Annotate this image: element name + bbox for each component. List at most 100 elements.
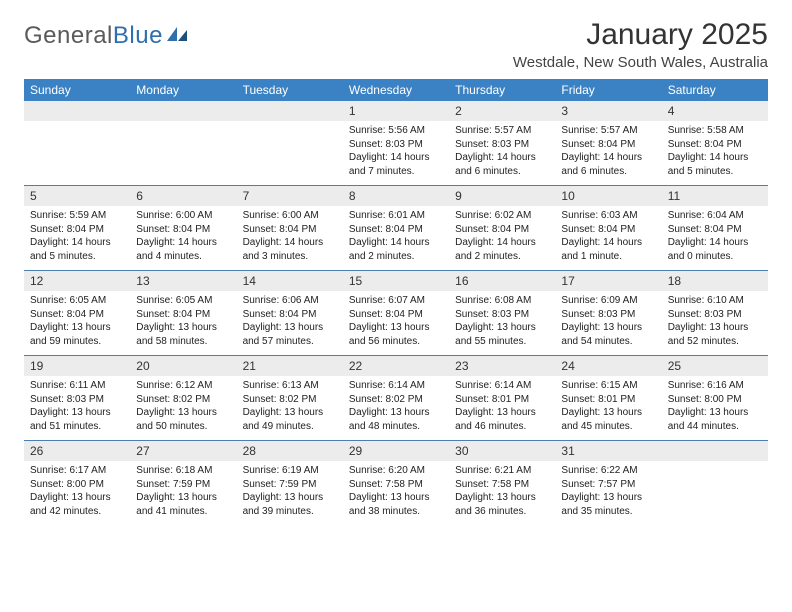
calendar-cell: . bbox=[237, 101, 343, 185]
calendar-cell: 29 Sunrise: 6:20 AMSunset: 7:58 PMDayligh… bbox=[343, 441, 449, 525]
daylight-line: Daylight: 13 hours and 36 minutes. bbox=[455, 491, 549, 518]
calendar-cell: 31 Sunrise: 6:22 AMSunset: 7:57 PMDayligh… bbox=[555, 441, 661, 525]
day-number: 3 bbox=[555, 101, 661, 121]
daylight-line: Daylight: 13 hours and 52 minutes. bbox=[668, 321, 762, 348]
daylight-line: Daylight: 13 hours and 58 minutes. bbox=[136, 321, 230, 348]
sunrise-line: Sunrise: 6:04 AM bbox=[668, 209, 762, 223]
sunrise-line: Sunrise: 6:14 AM bbox=[455, 379, 549, 393]
day-header: Tuesday bbox=[237, 79, 343, 101]
sunrise-line: Sunrise: 6:08 AM bbox=[455, 294, 549, 308]
calendar-cell: 27Sunrise: 6:18 AMSunset: 7:59 PMDayligh… bbox=[130, 441, 236, 525]
calendar-cell: 14 Sunrise: 6:06 AMSunset: 8:04 PMDayligh… bbox=[237, 271, 343, 355]
calendar-cell: . bbox=[662, 441, 768, 525]
sunrise-line: Sunrise: 5:59 AM bbox=[30, 209, 124, 223]
sunrise-line: Sunrise: 6:20 AM bbox=[349, 464, 443, 478]
calendar-cell: 2Sunrise: 5:57 AMSunset: 8:03 PMDaylight… bbox=[449, 101, 555, 185]
calendar-cell: 22 Sunrise: 6:14 AMSunset: 8:02 PMDayligh… bbox=[343, 356, 449, 440]
sunrise-line: Sunrise: 6:13 AM bbox=[243, 379, 337, 393]
day-number: 25 bbox=[662, 356, 768, 376]
sunset-line: Sunset: 8:03 PM bbox=[561, 308, 655, 322]
sunset-line: Sunset: 8:04 PM bbox=[30, 308, 124, 322]
cell-body: Sunrise: 6:11 AMSunset: 8:03 PMDaylight:… bbox=[24, 379, 130, 433]
sunset-line: Sunset: 8:03 PM bbox=[455, 138, 549, 152]
day-number: 9 bbox=[449, 186, 555, 206]
daylight-line: Daylight: 14 hours and 2 minutes. bbox=[455, 236, 549, 263]
week-row: 26Sunrise: 6:17 AMSunset: 8:00 PMDayligh… bbox=[24, 440, 768, 525]
calendar-cell: 1Sunrise: 5:56 AMSunset: 8:03 PMDaylight… bbox=[343, 101, 449, 185]
sunset-line: Sunset: 8:04 PM bbox=[243, 308, 337, 322]
day-headers-row: SundayMondayTuesdayWednesdayThursdayFrid… bbox=[24, 79, 768, 101]
sunrise-line: Sunrise: 6:21 AM bbox=[455, 464, 549, 478]
cell-body: Sunrise: 6:20 AMSunset: 7:58 PMDaylight:… bbox=[343, 464, 449, 518]
day-number: 4 bbox=[662, 101, 768, 121]
calendar-cell: 23Sunrise: 6:14 AMSunset: 8:01 PMDayligh… bbox=[449, 356, 555, 440]
calendar-cell: 20Sunrise: 6:12 AMSunset: 8:02 PMDayligh… bbox=[130, 356, 236, 440]
weeks-container: ...1Sunrise: 5:56 AMSunset: 8:03 PMDayli… bbox=[24, 101, 768, 525]
sunset-line: Sunset: 8:03 PM bbox=[349, 138, 443, 152]
day-number: 31 bbox=[555, 441, 661, 461]
daylight-line: Daylight: 13 hours and 46 minutes. bbox=[455, 406, 549, 433]
sunset-line: Sunset: 7:58 PM bbox=[349, 478, 443, 492]
sunset-line: Sunset: 8:04 PM bbox=[561, 223, 655, 237]
cell-body: Sunrise: 5:56 AMSunset: 8:03 PMDaylight:… bbox=[343, 124, 449, 178]
day-number: 15 bbox=[343, 271, 449, 291]
sunrise-line: Sunrise: 6:14 AM bbox=[349, 379, 443, 393]
sunset-line: Sunset: 8:03 PM bbox=[30, 393, 124, 407]
sunrise-line: Sunrise: 6:15 AM bbox=[561, 379, 655, 393]
daylight-line: Daylight: 13 hours and 57 minutes. bbox=[243, 321, 337, 348]
cell-body: Sunrise: 6:14 AMSunset: 8:02 PMDaylight:… bbox=[343, 379, 449, 433]
calendar-cell: 10Sunrise: 6:03 AMSunset: 8:04 PMDayligh… bbox=[555, 186, 661, 270]
day-number: . bbox=[24, 101, 130, 121]
daylight-line: Daylight: 14 hours and 4 minutes. bbox=[136, 236, 230, 263]
sunrise-line: Sunrise: 6:10 AM bbox=[668, 294, 762, 308]
cell-body: Sunrise: 6:21 AMSunset: 7:58 PMDaylight:… bbox=[449, 464, 555, 518]
cell-body: Sunrise: 6:00 AMSunset: 8:04 PMDaylight:… bbox=[237, 209, 343, 263]
sunset-line: Sunset: 8:04 PM bbox=[30, 223, 124, 237]
cell-body: Sunrise: 6:09 AMSunset: 8:03 PMDaylight:… bbox=[555, 294, 661, 348]
cell-body: Sunrise: 6:13 AMSunset: 8:02 PMDaylight:… bbox=[237, 379, 343, 433]
day-number: 6 bbox=[130, 186, 236, 206]
sunrise-line: Sunrise: 6:16 AM bbox=[668, 379, 762, 393]
day-number: 8 bbox=[343, 186, 449, 206]
daylight-line: Daylight: 13 hours and 44 minutes. bbox=[668, 406, 762, 433]
cell-body: Sunrise: 6:10 AMSunset: 8:03 PMDaylight:… bbox=[662, 294, 768, 348]
cell-body: Sunrise: 6:00 AMSunset: 8:04 PMDaylight:… bbox=[130, 209, 236, 263]
calendar-cell: 21Sunrise: 6:13 AMSunset: 8:02 PMDayligh… bbox=[237, 356, 343, 440]
calendar-cell: 17Sunrise: 6:09 AMSunset: 8:03 PMDayligh… bbox=[555, 271, 661, 355]
sunrise-line: Sunrise: 6:06 AM bbox=[243, 294, 337, 308]
calendar-cell: 13Sunrise: 6:05 AMSunset: 8:04 PMDayligh… bbox=[130, 271, 236, 355]
cell-body: Sunrise: 5:57 AMSunset: 8:04 PMDaylight:… bbox=[555, 124, 661, 178]
daylight-line: Daylight: 13 hours and 48 minutes. bbox=[349, 406, 443, 433]
cell-body: Sunrise: 6:08 AMSunset: 8:03 PMDaylight:… bbox=[449, 294, 555, 348]
daylight-line: Daylight: 13 hours and 51 minutes. bbox=[30, 406, 124, 433]
day-number: 28 bbox=[237, 441, 343, 461]
sunrise-line: Sunrise: 6:00 AM bbox=[243, 209, 337, 223]
sunset-line: Sunset: 8:04 PM bbox=[243, 223, 337, 237]
day-number: 16 bbox=[449, 271, 555, 291]
cell-body: Sunrise: 6:16 AMSunset: 8:00 PMDaylight:… bbox=[662, 379, 768, 433]
day-number: 18 bbox=[662, 271, 768, 291]
sunset-line: Sunset: 8:00 PM bbox=[30, 478, 124, 492]
cell-body: Sunrise: 6:22 AMSunset: 7:57 PMDaylight:… bbox=[555, 464, 661, 518]
sunrise-line: Sunrise: 6:00 AM bbox=[136, 209, 230, 223]
sunset-line: Sunset: 8:04 PM bbox=[668, 138, 762, 152]
daylight-line: Daylight: 14 hours and 5 minutes. bbox=[668, 151, 762, 178]
cell-body: Sunrise: 6:19 AMSunset: 7:59 PMDaylight:… bbox=[237, 464, 343, 518]
calendar-cell: 11Sunrise: 6:04 AMSunset: 8:04 PMDayligh… bbox=[662, 186, 768, 270]
page-header: GeneralBlue January 2025 Westdale, New S… bbox=[24, 18, 768, 71]
day-number: 14 bbox=[237, 271, 343, 291]
sunrise-line: Sunrise: 6:01 AM bbox=[349, 209, 443, 223]
sunset-line: Sunset: 8:04 PM bbox=[349, 223, 443, 237]
day-number: 22 bbox=[343, 356, 449, 376]
calendar-cell: 25 Sunrise: 6:16 AMSunset: 8:00 PMDayligh… bbox=[662, 356, 768, 440]
sunrise-line: Sunrise: 6:11 AM bbox=[30, 379, 124, 393]
day-number: 29 bbox=[343, 441, 449, 461]
day-header: Saturday bbox=[662, 79, 768, 101]
daylight-line: Daylight: 14 hours and 0 minutes. bbox=[668, 236, 762, 263]
sunrise-line: Sunrise: 6:07 AM bbox=[349, 294, 443, 308]
logo-text: GeneralBlue bbox=[24, 22, 163, 50]
daylight-line: Daylight: 13 hours and 38 minutes. bbox=[349, 491, 443, 518]
daylight-line: Daylight: 13 hours and 59 minutes. bbox=[30, 321, 124, 348]
sunset-line: Sunset: 8:04 PM bbox=[455, 223, 549, 237]
calendar-cell: 28 Sunrise: 6:19 AMSunset: 7:59 PMDayligh… bbox=[237, 441, 343, 525]
